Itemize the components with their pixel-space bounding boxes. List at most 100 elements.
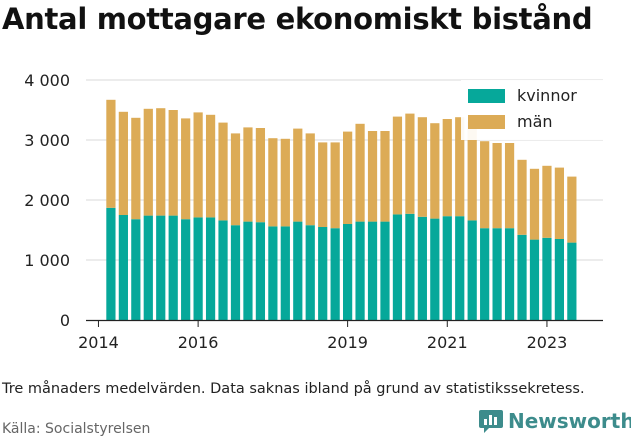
y-tick-label: 0 (60, 311, 70, 330)
chart-title: Antal mottagare ekonomiskt bistånd (2, 2, 593, 36)
bar-man (230, 133, 241, 226)
bar-kvinnor (355, 221, 365, 320)
legend: kvinnor män (461, 80, 603, 140)
bar-man (517, 159, 527, 235)
bar-man (430, 123, 440, 219)
y-tick-label: 2 000 (24, 191, 70, 210)
y-tick-label: 3 000 (24, 131, 70, 150)
bar-kvinnor (542, 237, 552, 320)
x-tick-label: 2023 (527, 333, 568, 352)
bar-kvinnor (367, 221, 378, 320)
bar-man (542, 165, 552, 238)
bar-kvinnor (504, 228, 515, 320)
bar-kvinnor (255, 222, 266, 320)
bar-chart-logo-icon (479, 410, 503, 433)
bar-man (567, 176, 577, 243)
x-tick-label: 2019 (327, 333, 368, 352)
x-tick-label: 2016 (178, 333, 219, 352)
bar-kvinnor (517, 234, 527, 320)
legend-swatch-man (468, 115, 505, 129)
bar-kvinnor (318, 227, 328, 320)
y-tick-label: 1 000 (24, 251, 70, 270)
bar-man (480, 141, 490, 229)
bar-kvinnor (268, 226, 278, 320)
bar-man (156, 108, 166, 216)
bar-man (492, 143, 502, 229)
bar-man (504, 143, 515, 229)
bar-man (380, 131, 390, 222)
bar-man (181, 118, 191, 220)
bar-kvinnor (293, 221, 303, 320)
bar-man (168, 110, 178, 216)
bar-kvinnor (392, 214, 403, 320)
bar-man (268, 138, 278, 227)
bar-kvinnor (430, 218, 440, 320)
bar-kvinnor (455, 216, 465, 320)
bar-kvinnor (243, 221, 253, 320)
x-axis: 2014 2016 2019 2021 2023 (78, 319, 603, 352)
bar-kvinnor (442, 216, 452, 320)
bar-man (118, 111, 128, 215)
bar-kvinnor (181, 219, 191, 320)
bar-kvinnor (330, 228, 340, 320)
bar-man (405, 113, 415, 214)
bar-man (529, 168, 540, 240)
bar-kvinnor (131, 219, 141, 320)
source-credit: Källa: Socialstyrelsen (2, 421, 151, 437)
bar-kvinnor (205, 217, 216, 320)
bar-kvinnor (218, 220, 228, 320)
bar-man (343, 131, 353, 224)
bar-man (305, 133, 315, 226)
bar-man (218, 122, 228, 221)
bar-man (243, 127, 253, 222)
bar-man (293, 128, 303, 222)
bar-man (255, 128, 266, 223)
bar-man (455, 117, 465, 217)
bar-kvinnor (492, 228, 502, 320)
bar-man (280, 138, 290, 227)
bar-kvinnor (567, 242, 577, 320)
bar-kvinnor (193, 217, 203, 320)
bar-kvinnor (480, 228, 490, 320)
bar-man (367, 131, 378, 222)
bar-kvinnor (118, 215, 128, 320)
bar-kvinnor (380, 221, 390, 320)
bar-man (318, 142, 328, 227)
bar-kvinnor (554, 239, 565, 320)
brand-name: Newsworthy (508, 409, 631, 433)
bar-kvinnor (405, 213, 415, 320)
bar-kvinnor (168, 215, 178, 320)
legend-swatch-kvinnor (468, 89, 505, 103)
bar-kvinnor (467, 220, 477, 320)
bar-man (193, 112, 203, 218)
bar-kvinnor (417, 216, 427, 320)
bar-kvinnor (230, 225, 241, 320)
bar-kvinnor (305, 225, 315, 320)
bar-man (355, 123, 365, 222)
bar-man (554, 167, 565, 239)
chart-note: Tre månaders medelvärden. Data saknas ib… (2, 381, 585, 397)
bar-man (467, 122, 477, 221)
legend-label-man: män (517, 112, 553, 131)
bar-man (330, 142, 340, 229)
bar-kvinnor (156, 215, 166, 320)
bars (106, 99, 577, 320)
bar-man (106, 99, 116, 208)
bar-man (392, 116, 403, 215)
bar-man (131, 117, 141, 220)
y-axis-tick-labels: 0 1 000 2 000 3 000 4 000 (24, 71, 70, 330)
bar-man (417, 117, 427, 217)
bar-kvinnor (529, 239, 540, 320)
bar-kvinnor (280, 226, 290, 320)
bar-kvinnor (343, 224, 353, 320)
bar-man (205, 114, 216, 218)
newsworthy-logo: Newsworthy (478, 408, 631, 434)
bar-kvinnor (106, 207, 116, 320)
x-tick-label: 2014 (78, 333, 119, 352)
legend-label-kvinnor: kvinnor (517, 86, 577, 105)
bar-man (442, 119, 452, 217)
bar-kvinnor (143, 215, 153, 320)
bar-man (143, 108, 153, 216)
y-tick-label: 4 000 (24, 71, 70, 90)
